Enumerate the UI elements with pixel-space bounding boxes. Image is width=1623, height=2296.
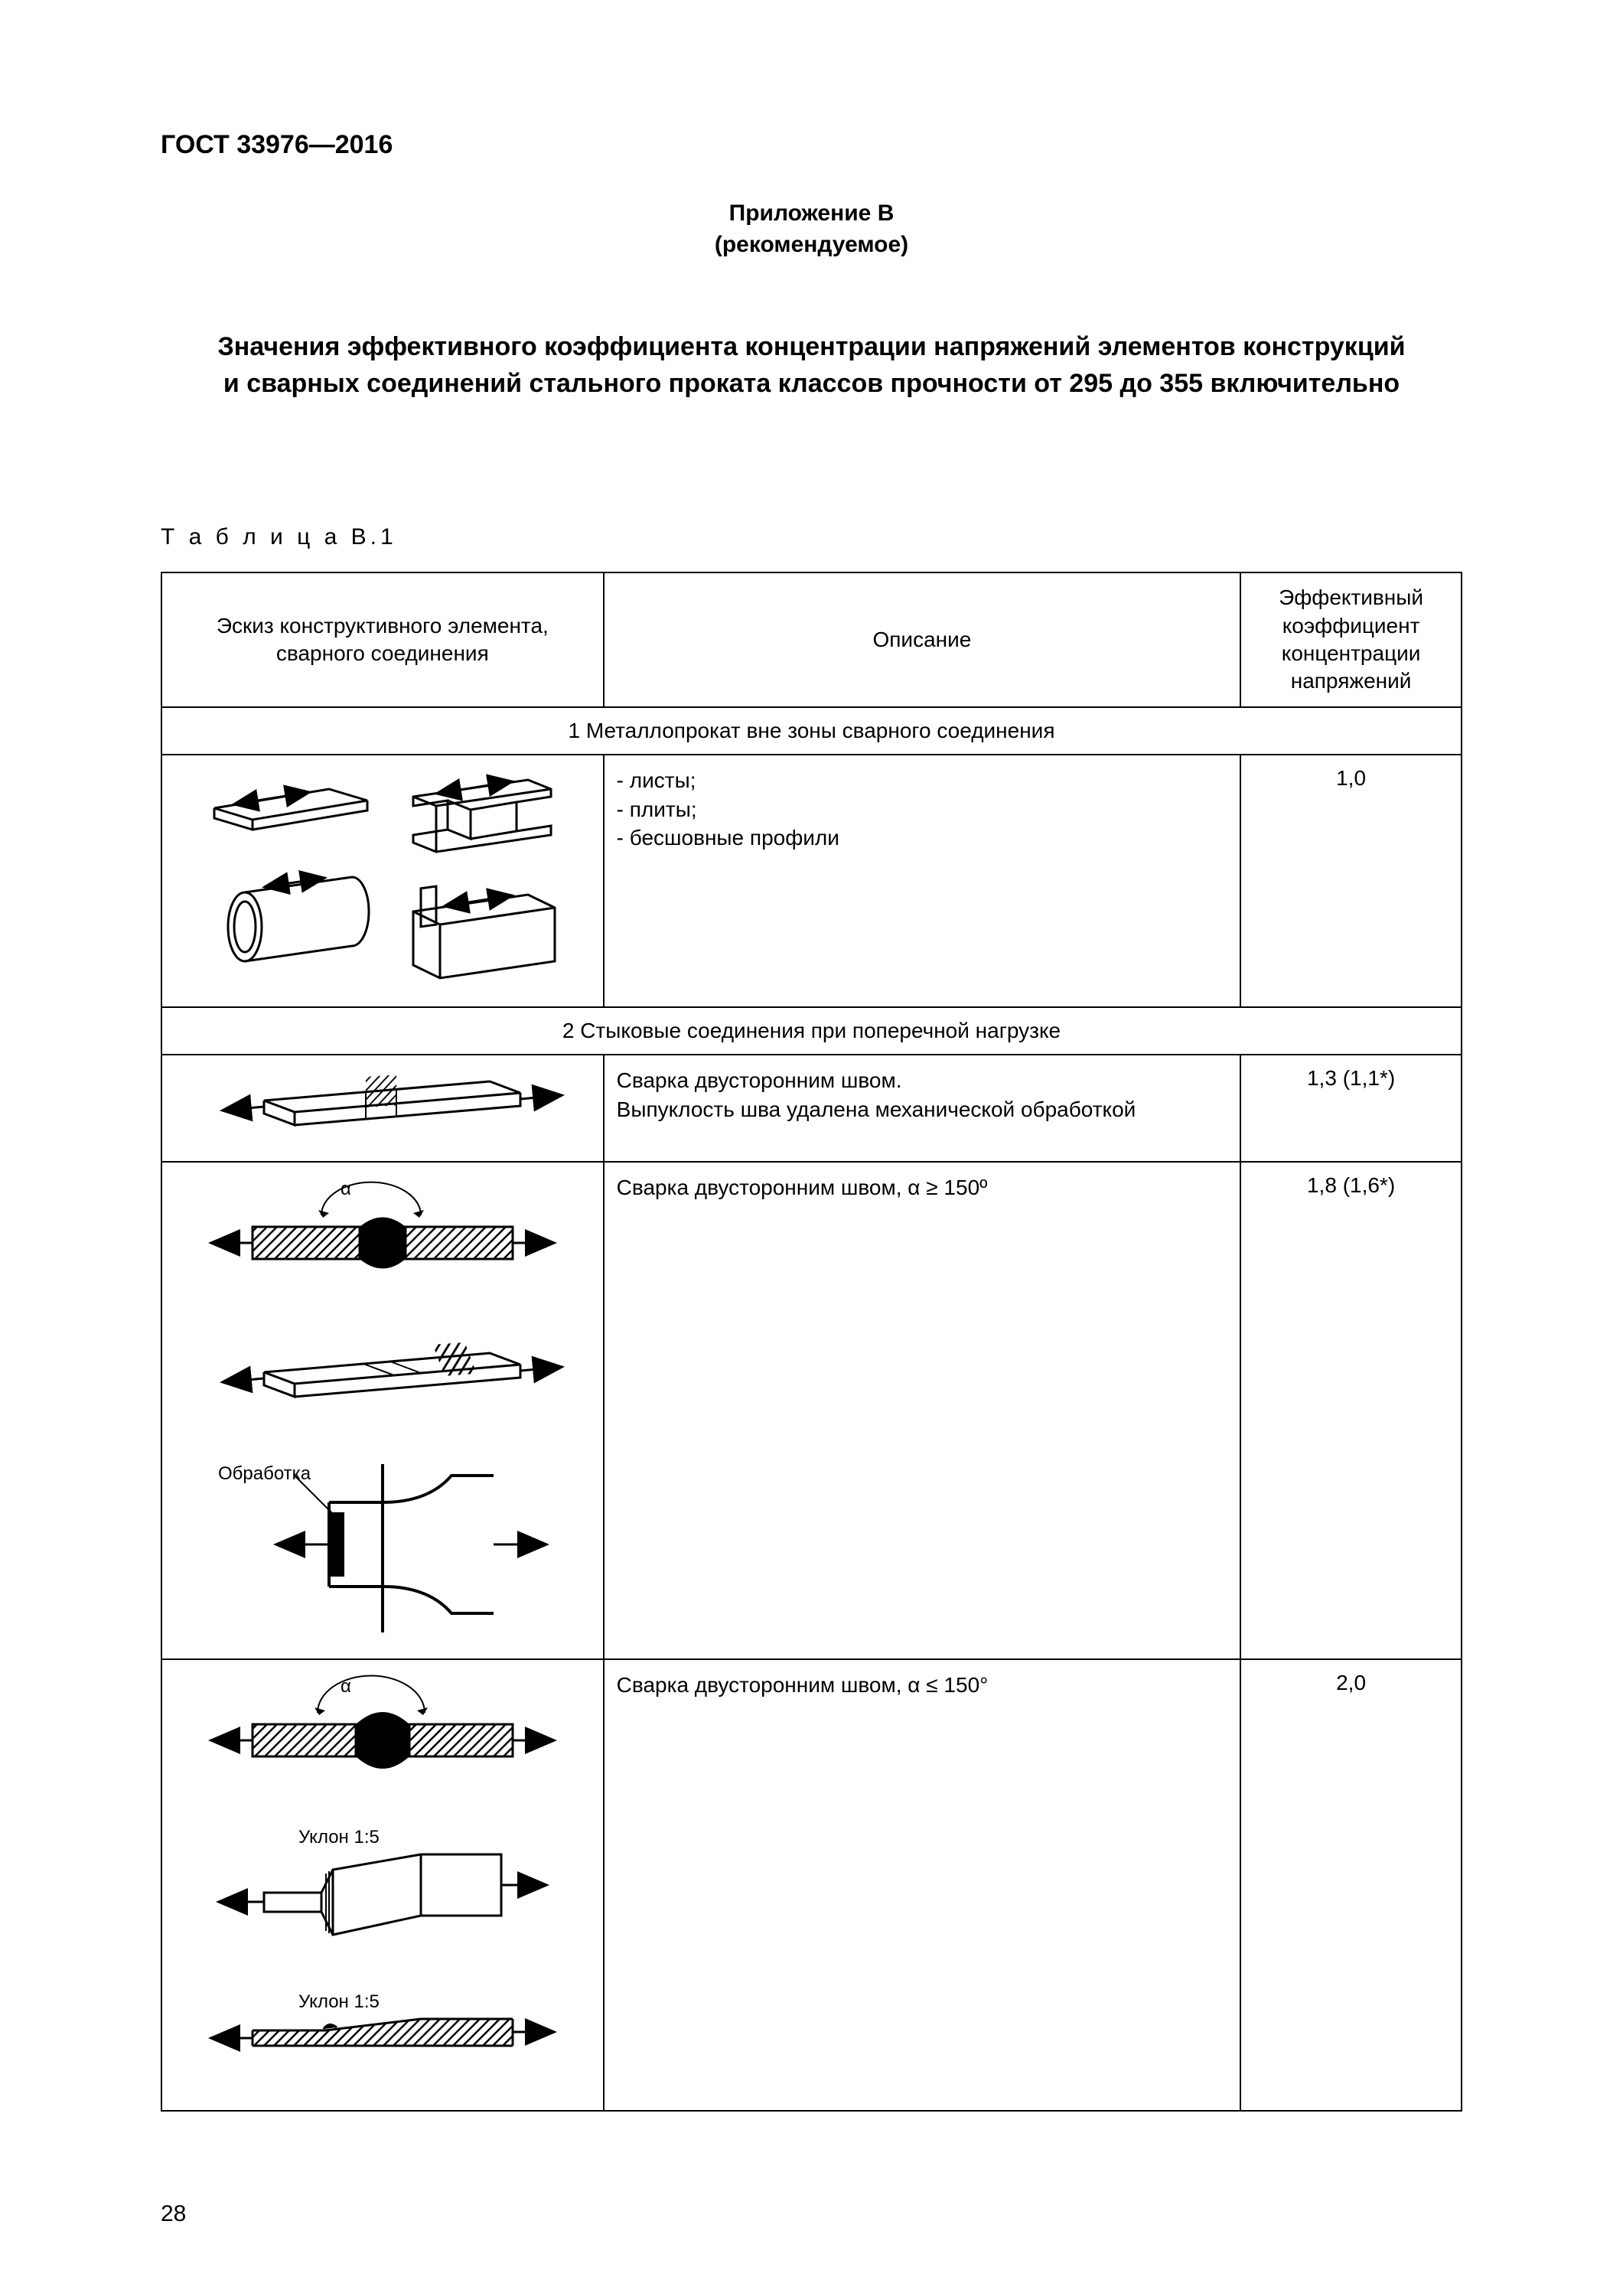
page-title: Значения эффективного коэффициента конце…: [161, 329, 1462, 402]
page-number: 28: [161, 2201, 186, 2227]
page: ГОСТ 33976—2016 Приложение В (рекомендуе…: [0, 0, 1623, 2296]
section-1-header-row: 1 Металлопрокат вне зоны сварного соедин…: [161, 707, 1462, 755]
standard-id: ГОСТ 33976—2016: [161, 130, 1462, 160]
section-2-row-1: Сварка двусторонним швом. Выпуклость шва…: [161, 1055, 1462, 1162]
desc-butt-flush: Сварка двусторонним швом. Выпуклость шва…: [604, 1055, 1241, 1162]
appendix-header: Приложение В (рекомендуемое): [161, 198, 1462, 260]
coef-butt-flush: 1,3 (1,1*): [1240, 1055, 1462, 1162]
section-2-row-2: α: [161, 1162, 1462, 1659]
section-2-header-row: 2 Стыковые соединения при поперечной наг…: [161, 1007, 1462, 1055]
coef-butt-le150: 2,0: [1240, 1659, 1462, 2111]
obrabotka-label: Обработка: [218, 1463, 311, 1484]
coef-metal-profiles: 1,0: [1240, 755, 1462, 1007]
section-1-header: 1 Металлопрокат вне зоны сварного соедин…: [161, 707, 1462, 755]
title-line1: Значения эффективного коэффициента конце…: [217, 332, 1405, 361]
section-2-header: 2 Стыковые соединения при поперечной наг…: [161, 1007, 1462, 1055]
butt-flush-svg: [191, 1066, 574, 1150]
desc-butt-ge150: Сварка двусторонним швом, α ≥ 150º: [604, 1162, 1241, 1659]
appendix-line2: (рекомендуемое): [715, 232, 908, 257]
sketch-metal-profiles: [161, 755, 604, 1007]
section-2-row-3: α Уклон 1:5: [161, 1659, 1462, 2111]
desc-item: - листы;: [617, 766, 1228, 795]
table-caption: Т а б л и ц а В.1: [161, 524, 1462, 550]
desc-item: - плиты;: [617, 795, 1228, 824]
title-line2: и сварных соединений стального проката к…: [223, 369, 1400, 398]
th-desc: Описание: [604, 572, 1241, 707]
uklon-label-2: Уклон 1:5: [298, 1991, 380, 2012]
sketch-butt-flush: [161, 1055, 604, 1162]
desc-metal-profiles: - листы; - плиты; - бесшовные профили: [604, 755, 1241, 1007]
th-sketch: Эскиз конструктивного элемента, сварного…: [161, 572, 604, 707]
butt-ge150-svg: α: [191, 1173, 574, 1648]
butt-le150-svg: α Уклон 1:5: [191, 1671, 574, 2099]
uklon-label-1: Уклон 1:5: [298, 1827, 380, 1848]
desc-butt-le150: Сварка двусторонним швом, α ≤ 150°: [604, 1659, 1241, 2111]
profiles-svg: [191, 766, 574, 996]
desc-item: - бесшовные профили: [617, 823, 1228, 853]
appendix-line1: Приложение В: [729, 201, 895, 226]
sketch-butt-alpha-ge-150: α: [161, 1162, 604, 1659]
section-1-row: - листы; - плиты; - бесшовные профили 1,…: [161, 755, 1462, 1007]
sketch-butt-alpha-le-150: α Уклон 1:5: [161, 1659, 604, 2111]
th-coef: Эффективный коэффициент концентрации нап…: [1240, 572, 1462, 707]
table-header-row: Эскиз конструктивного элемента, сварного…: [161, 572, 1462, 707]
coef-butt-ge150: 1,8 (1,6*): [1240, 1162, 1462, 1659]
table-v1: Эскиз конструктивного элемента, сварного…: [161, 572, 1462, 2112]
